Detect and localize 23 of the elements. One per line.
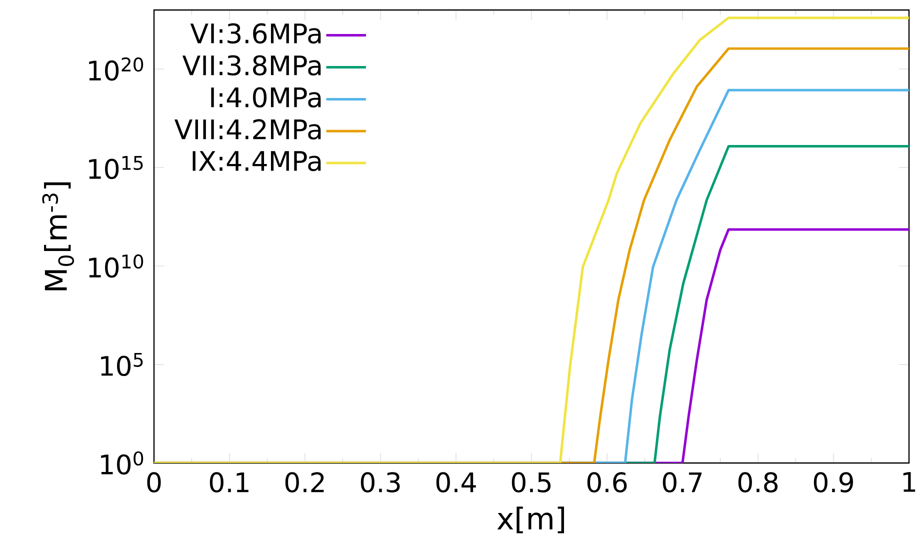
x-tick-label: 0.5	[512, 472, 551, 492]
x-tick-label: 0.8	[738, 472, 778, 492]
y-tick-label: 10$^{15}$	[89, 156, 143, 180]
x-tick-label: 0.2	[285, 472, 324, 492]
x-axis-title: x[m]	[497, 506, 564, 534]
x-tick-label: 0.3	[360, 472, 400, 492]
y-tick-label: 10$^{20}$	[89, 57, 144, 81]
legend-label: VI:3.6MPa	[190, 23, 321, 44]
x-tick-label: 0.7	[662, 472, 702, 492]
x-tick-label: 0.1	[210, 472, 248, 492]
legend-label: IX:4.4MPa	[192, 151, 321, 172]
x-tick-label: 0.6	[587, 472, 627, 492]
legend-label: VII:3.8MPa	[182, 55, 321, 76]
x-tick-label: 0.4	[436, 472, 476, 492]
y-tick-label: 10$^{5}$	[101, 352, 143, 376]
x-tick-label: 0	[147, 472, 161, 492]
y-axis-title: M$_{0}$[m$^{-3}$]	[42, 182, 74, 290]
y-tick-label: 10$^{0}$	[101, 451, 144, 475]
x-tick-label: 0.9	[814, 472, 854, 492]
y-tick-label: 10$^{10}$	[89, 254, 144, 278]
legend-label: VIII:4.2MPa	[174, 119, 321, 140]
legend-label: I:4.0MPa	[211, 87, 321, 108]
x-tick-label: 1	[903, 472, 916, 492]
